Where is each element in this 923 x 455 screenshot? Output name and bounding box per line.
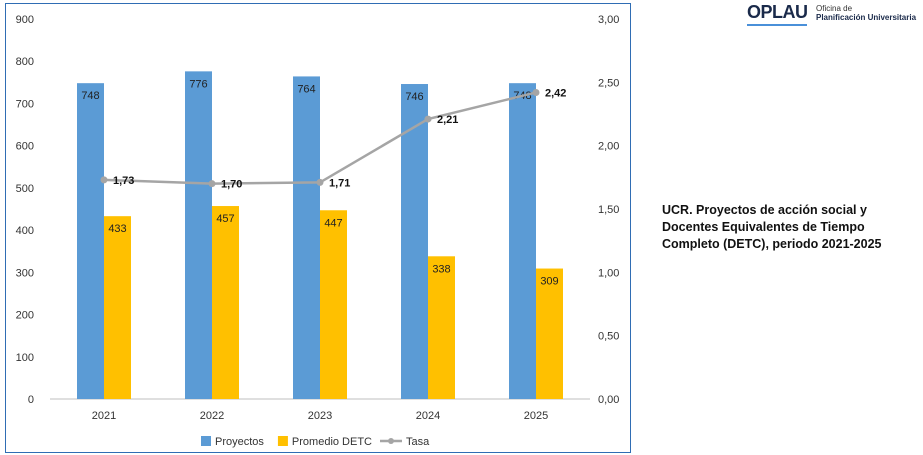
bar-data-label: 338	[432, 263, 450, 275]
bar-data-label: 457	[216, 213, 234, 225]
y-left-tick-label: 300	[16, 267, 34, 279]
chart-title: UCR. Proyectos de acción social y Docent…	[662, 203, 882, 251]
bar-data-label: 764	[297, 83, 315, 95]
bar-promedio-detc	[320, 210, 347, 399]
bar-promedio-detc	[428, 256, 455, 399]
y-right-tick-label: 2,00	[598, 141, 619, 153]
logo-sub-line1: Oficina de	[816, 4, 853, 13]
bar-data-label: 309	[540, 276, 558, 288]
y-left-tick-label: 700	[16, 98, 34, 110]
y-right-tick-label: 3,00	[598, 14, 619, 26]
logo-main-text: OPLAU	[747, 2, 808, 22]
bar-data-label: 746	[405, 91, 423, 103]
bar-proyectos	[401, 84, 428, 400]
logo-sub-line2: Planificación Universitaria	[816, 13, 917, 22]
bar-proyectos	[293, 76, 320, 399]
legend-swatch-marker	[388, 438, 394, 444]
legend-entry: Proyectos	[215, 436, 264, 448]
tasa-point	[100, 176, 108, 184]
x-tick-label: 2021	[92, 410, 116, 422]
bar-data-label: 447	[324, 217, 342, 229]
y-left-tick-label: 400	[16, 225, 34, 237]
bar-promedio-detc	[536, 268, 563, 399]
tasa-data-label: 1,71	[329, 177, 350, 189]
x-tick-label: 2024	[416, 410, 440, 422]
y-left-tick-label: 800	[16, 56, 34, 68]
tasa-point	[208, 180, 216, 188]
bar-proyectos	[185, 71, 212, 399]
legend-swatch	[201, 436, 211, 446]
y-left-tick-label: 0	[28, 394, 34, 406]
oplau-logo: OPLAU Oficina de Planificación Universit…	[747, 2, 923, 26]
bar-data-label: 776	[189, 78, 207, 90]
legend-swatch	[277, 436, 288, 446]
y-right-tick-label: 0,00	[598, 394, 619, 406]
x-tick-label: 2023	[308, 410, 332, 422]
legend-entry: Promedio DETC	[292, 436, 372, 448]
tasa-data-label: 1,73	[113, 175, 134, 187]
y-left-tick-label: 900	[16, 14, 34, 26]
y-left-tick-label: 600	[16, 141, 34, 153]
bar-promedio-detc	[212, 206, 239, 399]
tasa-point	[532, 88, 540, 96]
legend-entry: Tasa	[406, 436, 430, 448]
y-right-tick-label: 2,50	[598, 77, 619, 89]
logo-underline	[747, 24, 807, 26]
x-tick-label: 2025	[524, 410, 548, 422]
tasa-point	[424, 115, 432, 123]
bar-promedio-detc	[104, 216, 131, 399]
chart-svg: 0 100 200 300 400 500 600 700 800 900 0,00 0,50 1,00…	[16, 14, 620, 448]
tasa-point	[316, 178, 324, 186]
y-right-tick-label: 0,50	[598, 331, 619, 343]
bar-data-label: 748	[81, 90, 99, 102]
tasa-data-label: 1,70	[221, 179, 242, 191]
y-left-tick-label: 200	[16, 310, 34, 322]
y-left-tick-label: 100	[16, 352, 34, 364]
tasa-data-label: 2,42	[545, 87, 566, 99]
chart-frame: 0 100 200 300 400 500 600 700 800 900 0,00 0,50 1,00…	[5, 3, 631, 453]
bar-data-label: 433	[108, 223, 126, 235]
y-right-tick-label: 1,00	[598, 267, 619, 279]
y-left-tick-label: 500	[16, 183, 34, 195]
x-tick-label: 2022	[200, 410, 224, 422]
bar-proyectos	[509, 83, 536, 399]
bar-proyectos	[77, 83, 104, 399]
tasa-data-label: 2,21	[437, 114, 458, 126]
y-right-tick-label: 1,50	[598, 204, 619, 216]
